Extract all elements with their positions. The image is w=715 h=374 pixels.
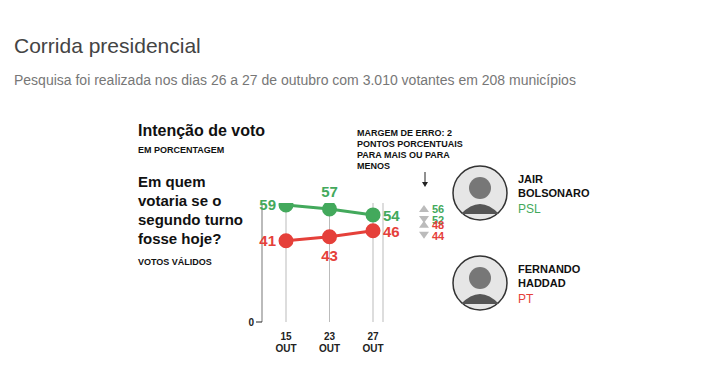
svg-text:46: 46	[383, 223, 400, 240]
svg-text:41: 41	[259, 232, 276, 249]
svg-text:OUT: OUT	[275, 343, 296, 354]
html-text:JAIR: JAIR	[518, 173, 544, 185]
html-text:Intenção de voto: Intenção de voto	[138, 122, 266, 139]
svg-text:27: 27	[367, 331, 379, 342]
svg-text:44: 44	[432, 230, 445, 242]
svg-text:15: 15	[280, 331, 292, 342]
html-text:Pesquisa foi realizada nos dia: Pesquisa foi realizada nos dias 26 a 27 …	[14, 72, 576, 88]
html-text:MARGEM DE ERRO: 2 PONTOS PORCE: MARGEM DE ERRO: 2 PONTOS PORCENTUAIS PAR…	[357, 128, 463, 171]
svg-text:54: 54	[383, 207, 400, 224]
svg-text:57: 57	[321, 183, 338, 200]
svg-text:0: 0	[248, 317, 254, 328]
html-text:Corrida presidencial: Corrida presidencial	[14, 34, 201, 57]
svg-text:59: 59	[259, 196, 276, 213]
svg-text:OUT: OUT	[362, 343, 383, 354]
svg-text:OUT: OUT	[319, 343, 340, 354]
svg-text:23: 23	[324, 331, 336, 342]
html-text:PT: PT	[518, 292, 534, 306]
html-text:EM PORCENTAGEM: EM PORCENTAGEM	[138, 145, 225, 155]
svg-text:43: 43	[321, 247, 338, 264]
html-text:VOTOS VÁLIDOS: VOTOS VÁLIDOS	[138, 257, 212, 267]
svg-text:48: 48	[432, 218, 445, 231]
html-text:PSL: PSL	[518, 202, 541, 216]
html-text:BOLSONARO: BOLSONARO	[518, 187, 590, 199]
svg-text:56: 56	[432, 202, 445, 215]
html-text:Em quem votaria se o segundo t: Em quem votaria se o segundo turno fosse…	[138, 173, 243, 247]
html-text:FERNANDO: FERNANDO	[518, 263, 581, 275]
html-text:HADDAD: HADDAD	[518, 277, 566, 289]
